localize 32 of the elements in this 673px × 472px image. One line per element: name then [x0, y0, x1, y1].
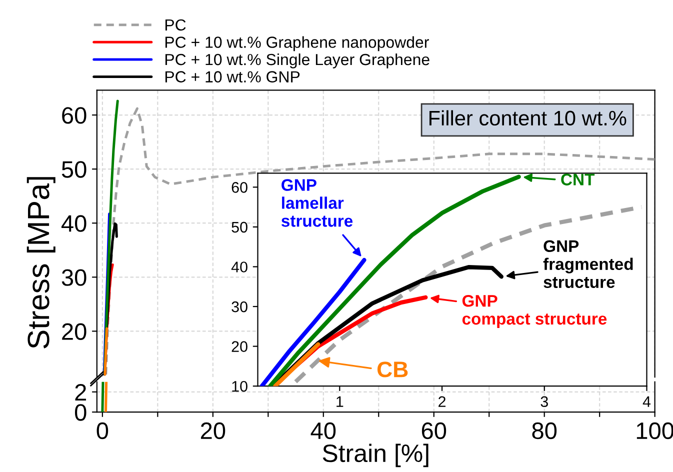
legend-label: PC + 10 wt.% Graphene nanopowder [165, 36, 429, 52]
annotation: CNT [561, 174, 595, 186]
x-tick-label: 0 [96, 422, 108, 440]
annotation: GNP fragmented structure [543, 240, 633, 288]
y-tick-label: 10 [232, 380, 248, 392]
annotation: GNP compact structure [462, 294, 607, 328]
x-tick-label: 3 [540, 396, 548, 408]
x-tick-label: 60 [422, 422, 446, 440]
x-tick-label: 40 [310, 422, 336, 440]
y-tick-label: 60 [62, 107, 86, 124]
y-tick-label: 30 [62, 269, 86, 286]
y-tick-label: 40 [231, 262, 248, 272]
legend-label: PC + 10 wt.% Single Layer Graphene [165, 53, 430, 68]
y-tick-label: 20 [232, 341, 248, 352]
y-tick-label: 60 [232, 182, 248, 193]
y-tick-label: 50 [232, 222, 248, 233]
legend-label: PC + 10 wt.% GNP [165, 71, 300, 82]
y-tick-label: 50 [62, 161, 86, 178]
y-tick-label: 40 [61, 215, 86, 232]
x-tick-label: 1 [336, 396, 344, 407]
legend-label: PC [165, 19, 186, 31]
x-tick-label: 4 [642, 396, 651, 407]
x-tick-label: 2 [438, 396, 446, 407]
annotation: CB [377, 362, 408, 378]
y-axis-title: Stress [MPa] [26, 177, 56, 348]
annotation: GNP lamellar structure [281, 179, 353, 227]
annotation: Filler content 10 wt.% [429, 110, 626, 126]
y-tick-label: 30 [232, 301, 248, 312]
x-tick-label: 20 [200, 422, 226, 440]
y-tick-label: 20 [62, 323, 86, 340]
x-tick-label: 80 [532, 422, 557, 440]
x-axis-title: Strain [%] [322, 444, 428, 468]
